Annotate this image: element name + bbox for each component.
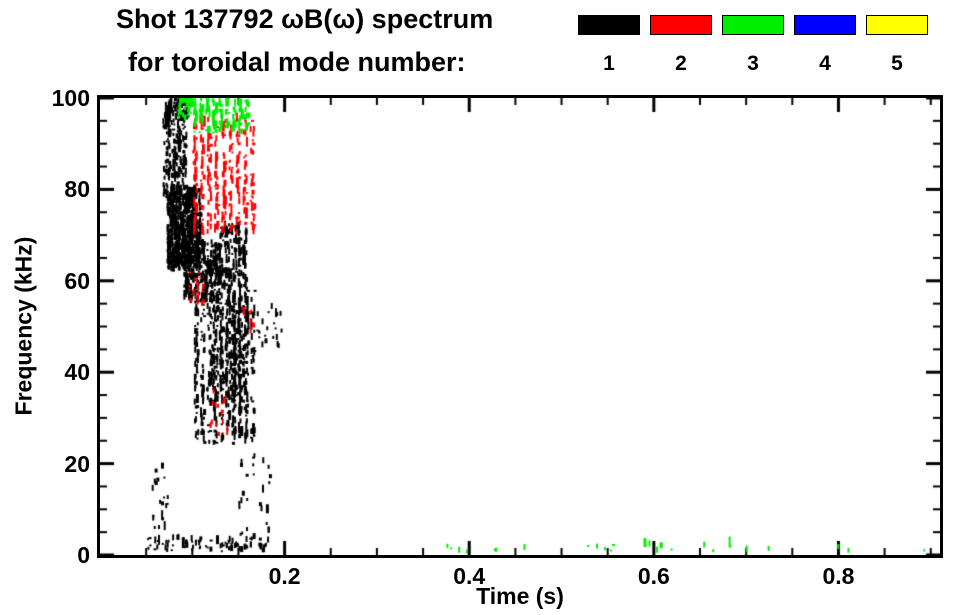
legend-number-mode-5: 5 [891,52,903,75]
y-axis-title: Frequency (kHz) [10,236,37,416]
x-tick-label-0.8: 0.8 [822,563,855,589]
x-tick-label-0.6: 0.6 [637,563,670,589]
y-tick-label-20: 20 [64,450,90,477]
y-tick-label-0: 0 [77,542,90,568]
plot-area [97,95,943,558]
legend-number-mode-1: 1 [603,52,615,75]
legend-swatch-mode-2 [650,15,712,35]
y-tick-label-40: 40 [64,359,90,386]
legend-swatch-mode-1 [578,15,640,35]
y-tick-label-60: 60 [64,267,90,294]
legend-number-mode-2: 2 [675,52,687,75]
y-tick-label-80: 80 [64,176,90,203]
x-axis-title: Time (s) [476,583,564,609]
legend-color-swatches [578,15,928,35]
spectrum-canvas [100,98,940,555]
chart-title-line1: Shot 137792 ωB(ω) spectrum [116,4,494,34]
legend-number-mode-3: 3 [747,52,759,75]
x-tick-label-0.4: 0.4 [453,563,486,589]
legend-number-mode-4: 4 [819,52,831,75]
legend-mode-numbers: 1 2 3 4 5 [578,52,928,76]
legend-swatch-mode-4 [794,15,856,35]
y-tick-label-100: 100 [51,85,90,111]
legend-swatch-mode-5 [866,15,928,35]
legend-swatch-mode-3 [722,15,784,35]
chart-title-line2: for toroidal mode number: [128,47,466,77]
x-tick-label-0.2: 0.2 [268,563,301,589]
